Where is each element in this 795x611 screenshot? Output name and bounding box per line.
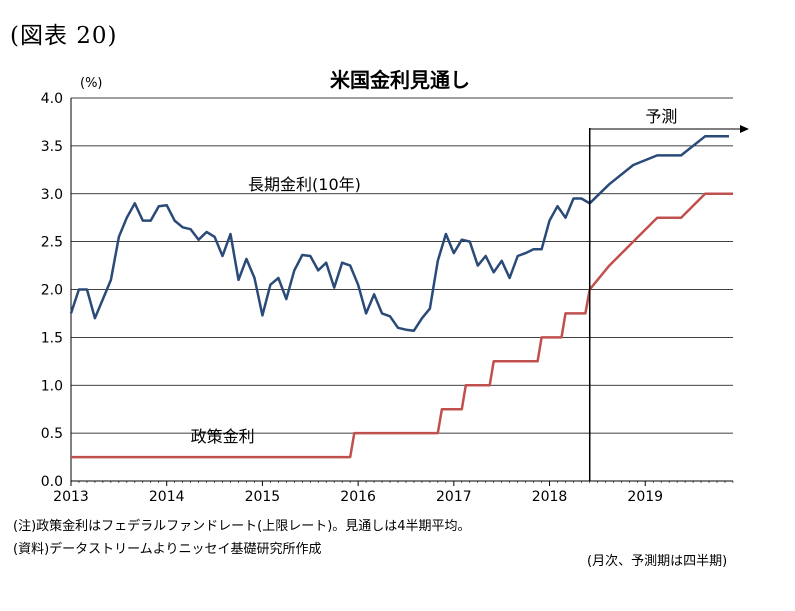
y-tick-label: 0.0 [41,474,63,490]
chart-title: 米国金利見通し [330,68,470,92]
y-tick-label: 1.0 [41,378,63,394]
x-tick-label: 2014 [149,489,185,505]
y-tick-label: 1.5 [41,330,63,346]
footnote-frequency: (月次、予測期は四半期) [587,554,728,569]
series-lines [69,135,733,459]
y-tick-label: 2.5 [41,235,63,251]
forecast-label: 予測 [645,107,677,126]
y-tick-label: 4.0 [41,91,63,107]
y-tick-label: 2.0 [41,283,63,299]
label-policy-rate: 政策金利 [191,427,255,446]
x-tick-label: 2016 [340,489,376,505]
forecast-arrow-head [740,125,749,133]
y-axis-unit: (%) [80,76,103,91]
x-tick-label: 2017 [436,489,472,505]
series-line-policy-rate [71,192,733,459]
grid [71,97,733,434]
x-tick-label: 2013 [53,489,89,505]
annotations: 長期金利(10年) 政策金利 [191,175,361,446]
x-tick-label: 2015 [245,489,281,505]
x-tick-label: 2019 [627,489,663,505]
y-tick-label: 3.5 [41,139,63,155]
x-tick-label: 2018 [532,489,568,505]
footnote-note: (注)政策金利はフェデラルファンドレート(上限レート)。見通しは4半期平均。 [13,519,471,534]
series-line-long-term-rate [69,135,729,332]
axes: 0.0 0.5 1.0 1.5 2.0 2.5 3.0 3.5 4.0 2013 2014 2015 2… [41,91,734,505]
label-long-term-rate: 長期金利(10年) [248,175,361,194]
y-tick-label: 0.5 [41,426,63,442]
footnote-source: (資料)データストリームよりニッセイ基礎研究所作成 [13,542,322,557]
figure-label: (図表 20) [10,23,118,49]
y-tick-label: 3.0 [41,187,63,203]
forecast-marker: 予測 [588,107,749,481]
